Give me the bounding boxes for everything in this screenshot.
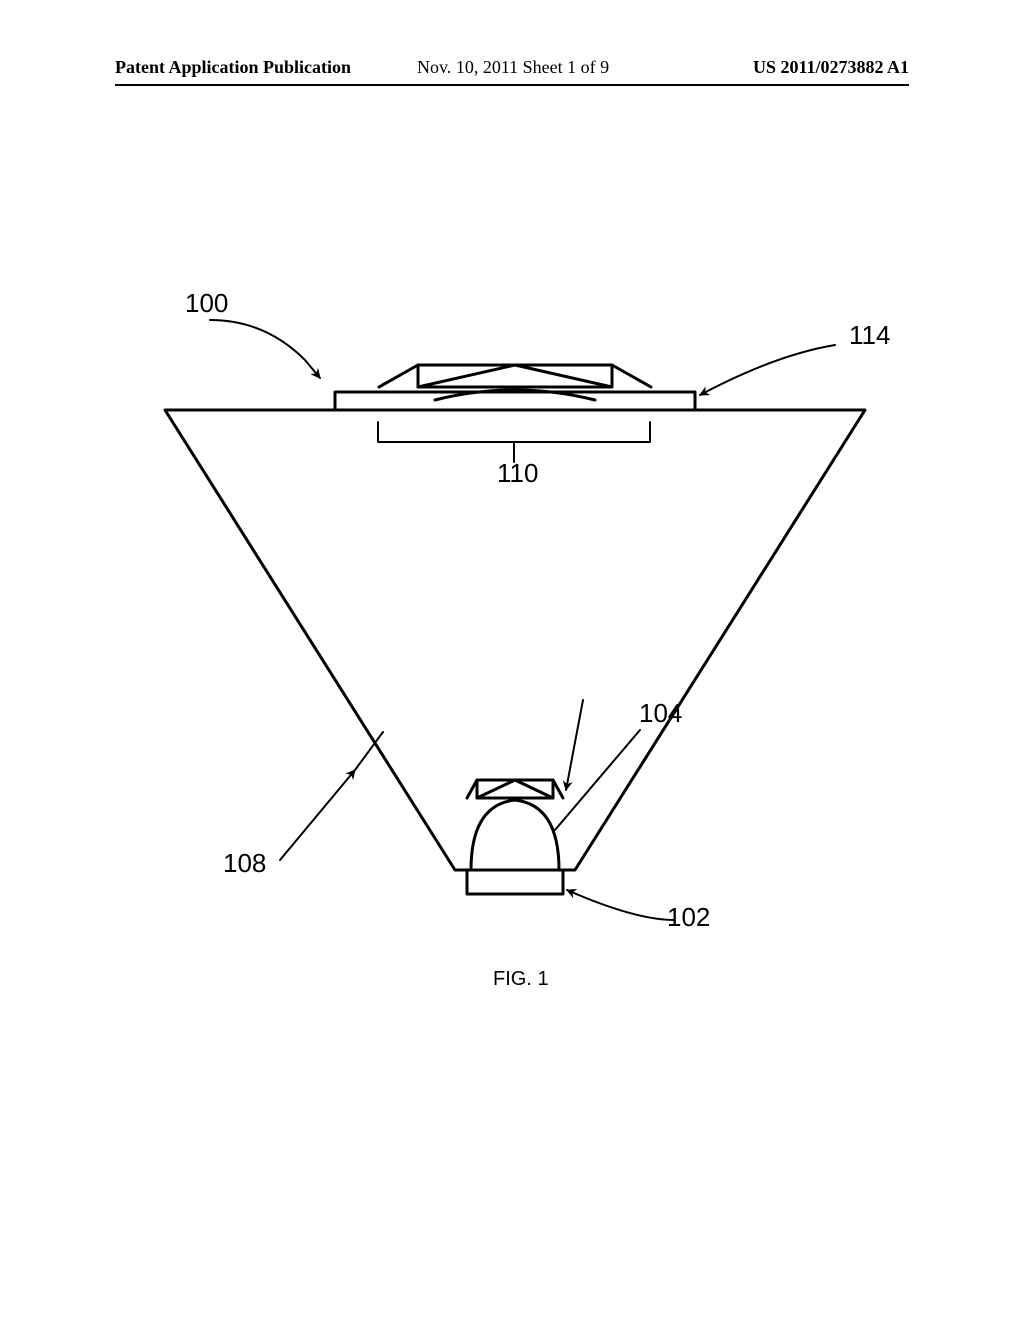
patent-page: Patent Application Publication Nov. 10, … xyxy=(0,0,1024,1320)
header-left: Patent Application Publication xyxy=(115,57,351,78)
figure-svg xyxy=(115,300,915,1000)
header-center: Nov. 10, 2011 Sheet 1 of 9 xyxy=(417,57,609,78)
leader-114 xyxy=(700,345,835,395)
top-cap-rect xyxy=(418,365,612,387)
label-108: 108 xyxy=(223,848,266,879)
bracket-110 xyxy=(378,422,650,462)
leader-108-arrow xyxy=(280,770,355,860)
leader-100 xyxy=(210,320,320,378)
bottom-dome xyxy=(471,800,559,870)
figure-1: 100 114 110 104 108 102 FIG. 1 xyxy=(115,300,915,1000)
bottom-base xyxy=(467,870,563,894)
label-100: 100 xyxy=(185,288,228,319)
leader-104-arrow xyxy=(566,700,583,790)
top-plate xyxy=(335,392,695,410)
leader-102 xyxy=(567,890,675,920)
header-right: US 2011/0273882 A1 xyxy=(753,57,909,78)
label-114: 114 xyxy=(849,320,890,351)
label-104: 104 xyxy=(639,698,682,729)
drawing-group xyxy=(165,320,865,920)
bottom-cap-rect xyxy=(477,780,553,798)
top-cap-cross xyxy=(418,365,612,387)
label-110: 110 xyxy=(497,458,538,489)
page-header: Patent Application Publication Nov. 10, … xyxy=(0,56,1024,88)
figure-caption: FIG. 1 xyxy=(493,968,549,991)
header-inner: Patent Application Publication Nov. 10, … xyxy=(115,56,909,86)
bottom-cap-cross xyxy=(477,780,553,798)
top-cap-slope xyxy=(379,365,651,387)
label-102: 102 xyxy=(667,902,710,933)
